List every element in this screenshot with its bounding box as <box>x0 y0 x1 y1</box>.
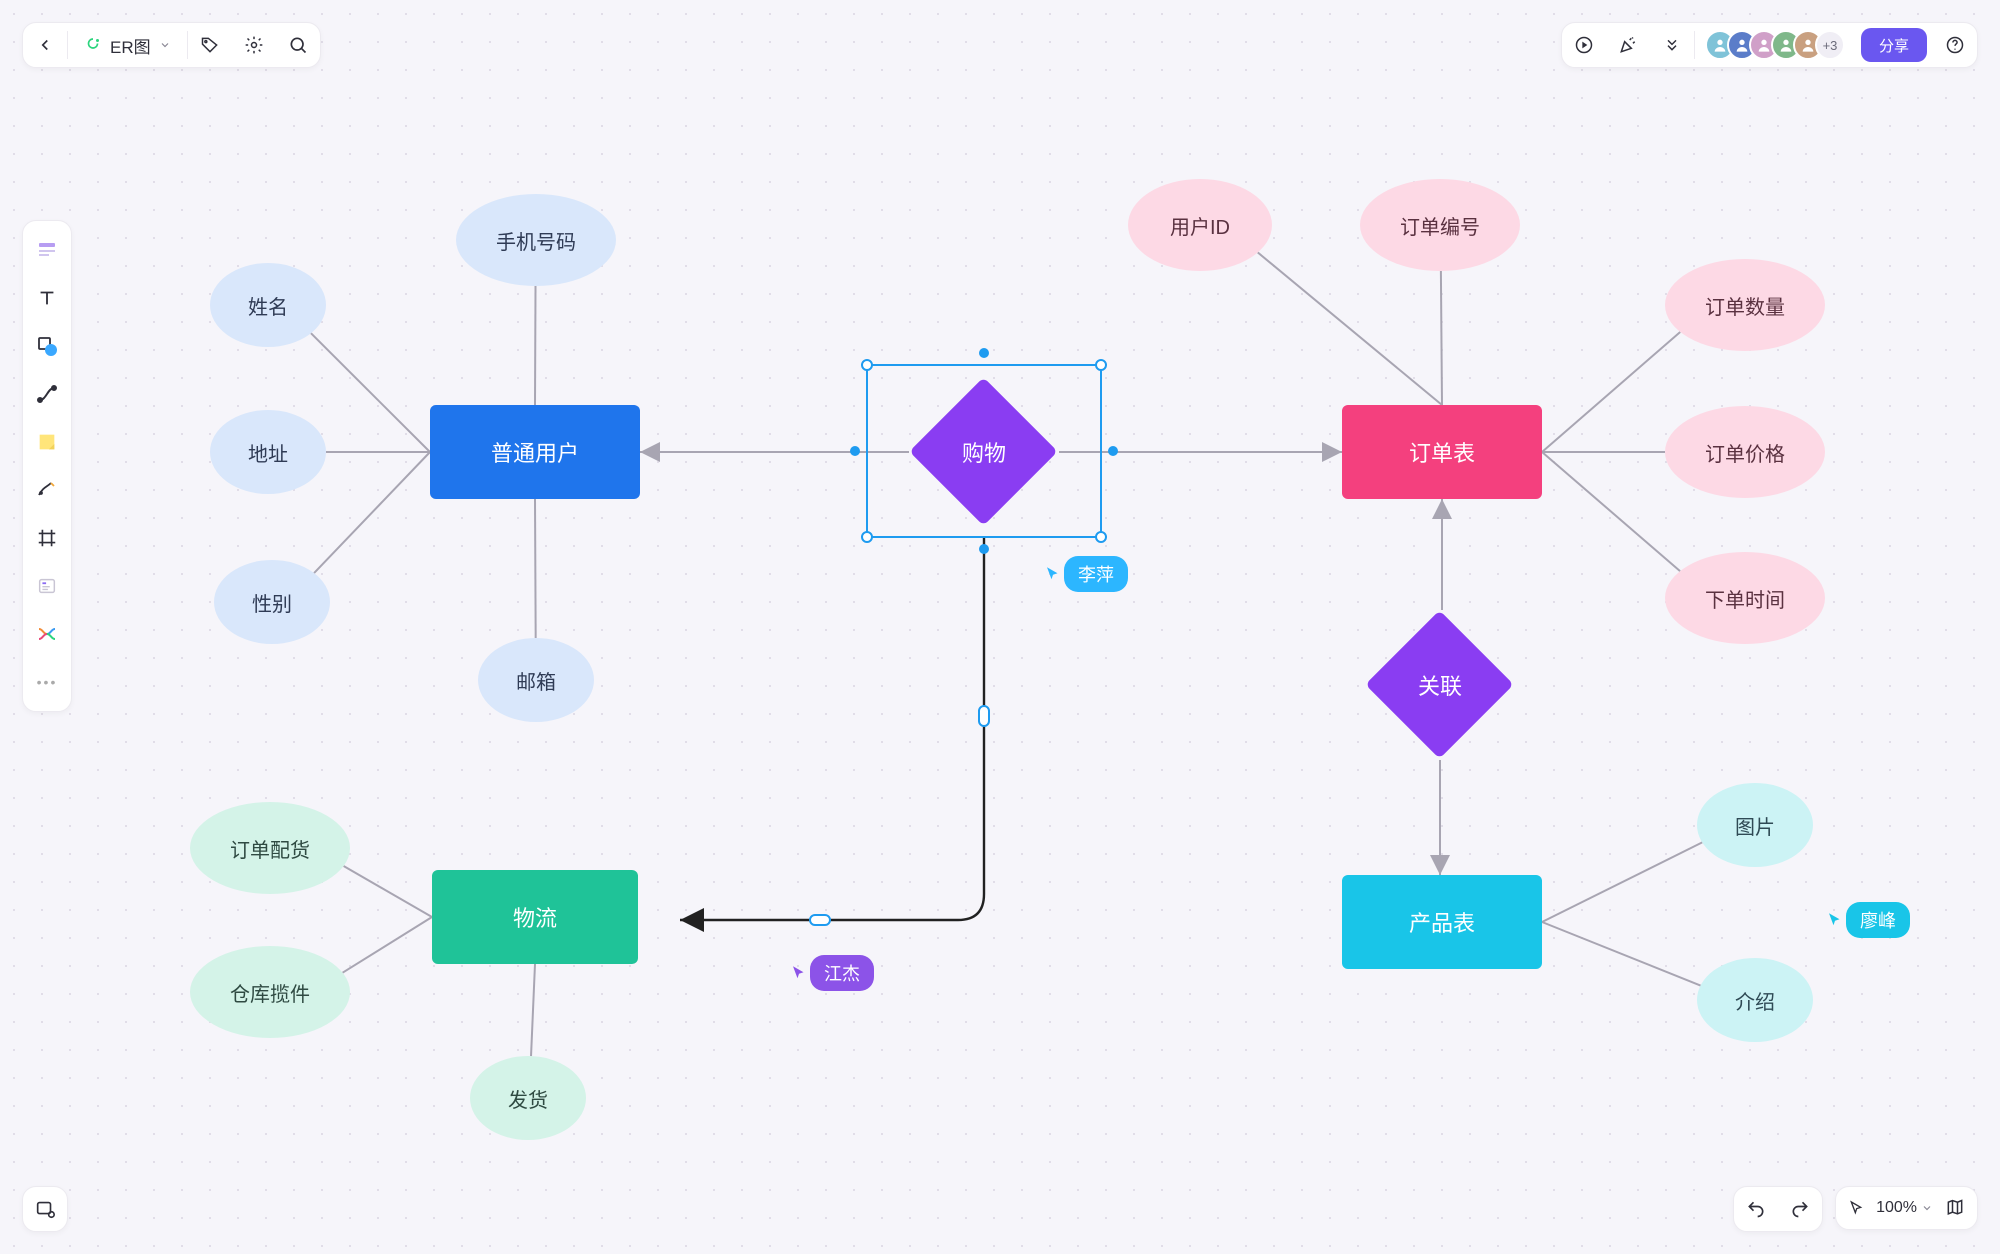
edge-handle[interactable] <box>978 705 990 727</box>
entity-logistics[interactable]: 物流 <box>432 870 638 964</box>
left-toolbar: ••• <box>22 220 72 712</box>
tool-more[interactable]: ••• <box>28 661 66 703</box>
tool-shape[interactable] <box>28 325 66 367</box>
attr-orderno[interactable]: 订单编号 <box>1360 179 1520 271</box>
attr-gender[interactable]: 性别 <box>214 560 330 644</box>
attr-ship[interactable]: 发货 <box>470 1056 586 1140</box>
tool-template[interactable] <box>28 229 66 271</box>
help-icon[interactable] <box>1933 23 1977 67</box>
doc-title-dropdown[interactable]: ER图 <box>68 23 187 67</box>
redo-button[interactable] <box>1778 1187 1822 1231</box>
doc-title-text: ER图 <box>110 33 151 58</box>
tag-icon[interactable] <box>188 23 232 67</box>
attr-userid[interactable]: 用户ID <box>1128 179 1272 271</box>
tool-connector[interactable] <box>28 373 66 415</box>
cursor-liaofeng: 廖峰 <box>1826 902 1910 938</box>
attr-email[interactable]: 邮箱 <box>478 638 594 722</box>
cursor-mode[interactable] <box>1848 1200 1864 1216</box>
attr-addr[interactable]: 地址 <box>210 410 326 494</box>
tool-mindmap[interactable] <box>28 613 66 655</box>
edge-handle[interactable] <box>809 914 831 926</box>
attr-image[interactable]: 图片 <box>1697 783 1813 867</box>
attr-alloc[interactable]: 订单配货 <box>190 802 350 894</box>
undo-button[interactable] <box>1734 1187 1778 1231</box>
attr-desc[interactable]: 介绍 <box>1697 958 1813 1042</box>
double-chevron-icon[interactable] <box>1650 23 1694 67</box>
search-icon[interactable] <box>276 23 320 67</box>
back-button[interactable] <box>23 23 67 67</box>
tool-sticky[interactable] <box>28 421 66 463</box>
avatar-more[interactable]: +3 <box>1815 30 1845 60</box>
attr-phone[interactable]: 手机号码 <box>456 194 616 286</box>
entity-product[interactable]: 产品表 <box>1342 875 1542 969</box>
attr-qty[interactable]: 订单数量 <box>1665 259 1825 351</box>
tool-list[interactable] <box>28 565 66 607</box>
attr-name[interactable]: 姓名 <box>210 263 326 347</box>
play-icon[interactable] <box>1562 23 1606 67</box>
rel-link[interactable]: 关联 <box>1387 632 1493 738</box>
cursor-liping: 李萍 <box>1044 556 1128 592</box>
tool-pen[interactable] <box>28 469 66 511</box>
selection-box[interactable] <box>866 364 1102 538</box>
cursor-jiangjie: 江杰 <box>790 955 874 991</box>
share-button[interactable]: 分享 <box>1861 28 1927 62</box>
attr-pickup[interactable]: 仓库揽件 <box>190 946 350 1038</box>
minimap-icon[interactable] <box>1945 1198 1965 1218</box>
zoom-dropdown[interactable]: 100% <box>1876 1199 1933 1217</box>
attr-price[interactable]: 订单价格 <box>1665 406 1825 498</box>
attr-time[interactable]: 下单时间 <box>1665 552 1825 644</box>
entity-order[interactable]: 订单表 <box>1342 405 1542 499</box>
tool-frame[interactable] <box>28 517 66 559</box>
confetti-icon[interactable] <box>1606 23 1650 67</box>
tool-text[interactable] <box>28 277 66 319</box>
layers-icon[interactable] <box>23 1187 67 1231</box>
gear-icon[interactable] <box>232 23 276 67</box>
entity-user[interactable]: 普通用户 <box>430 405 640 499</box>
collaborator-avatars[interactable]: +3 <box>1695 23 1855 67</box>
